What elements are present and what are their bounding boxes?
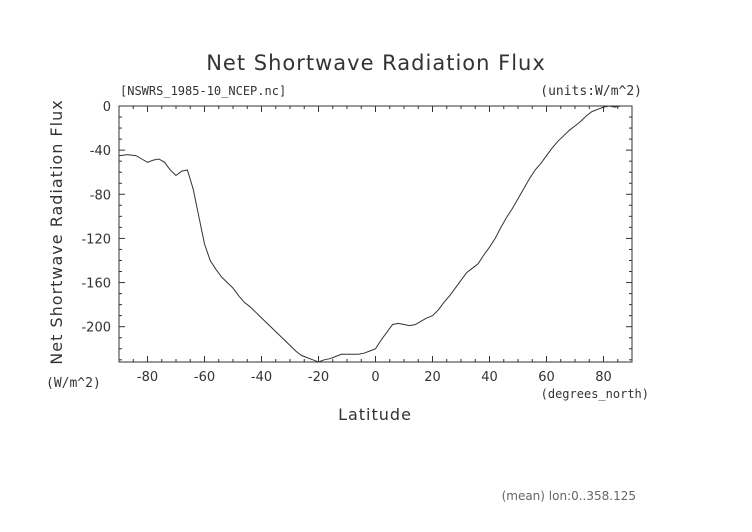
footer-note: (mean) lon:0..358.125 (502, 489, 636, 503)
y-tick-label: -200 (81, 321, 111, 336)
y-axis-units: (W/m^2) (46, 376, 101, 391)
x-tick-label: 60 (538, 370, 555, 385)
x-tick-label: -40 (251, 370, 272, 385)
y-tick-label: -80 (90, 188, 111, 203)
series-line (118, 105, 632, 363)
x-tick-label: -20 (308, 370, 329, 385)
x-axis-ticks: -80 -60 -40 -20 0 20 40 60 80 (132, 106, 619, 385)
units-label: (units:W/m^2) (540, 84, 642, 99)
y-axis-label: Net Shortwave Radiation Flux (47, 99, 66, 364)
source-label: [NSWRS_1985-10_NCEP.nc] (120, 84, 286, 98)
x-tick-label: 40 (481, 370, 498, 385)
x-tick-label: -60 (194, 370, 215, 385)
y-tick-label: -40 (90, 144, 111, 159)
x-tick-label: 0 (371, 370, 379, 385)
y-axis-ticks: 0 -40 -80 -120 -160 -200 (81, 100, 632, 361)
y-tick-label: 0 (103, 100, 111, 115)
x-axis-label: Latitude (338, 405, 412, 424)
y-tick-label: -120 (81, 232, 111, 247)
chart-title: Net Shortwave Radiation Flux (206, 51, 546, 75)
x-tick-label: 80 (595, 370, 612, 385)
y-tick-label: -160 (81, 277, 111, 292)
x-tick-label: 20 (424, 370, 441, 385)
x-axis-units: (degrees_north) (541, 387, 649, 401)
x-tick-label: -80 (137, 370, 158, 385)
